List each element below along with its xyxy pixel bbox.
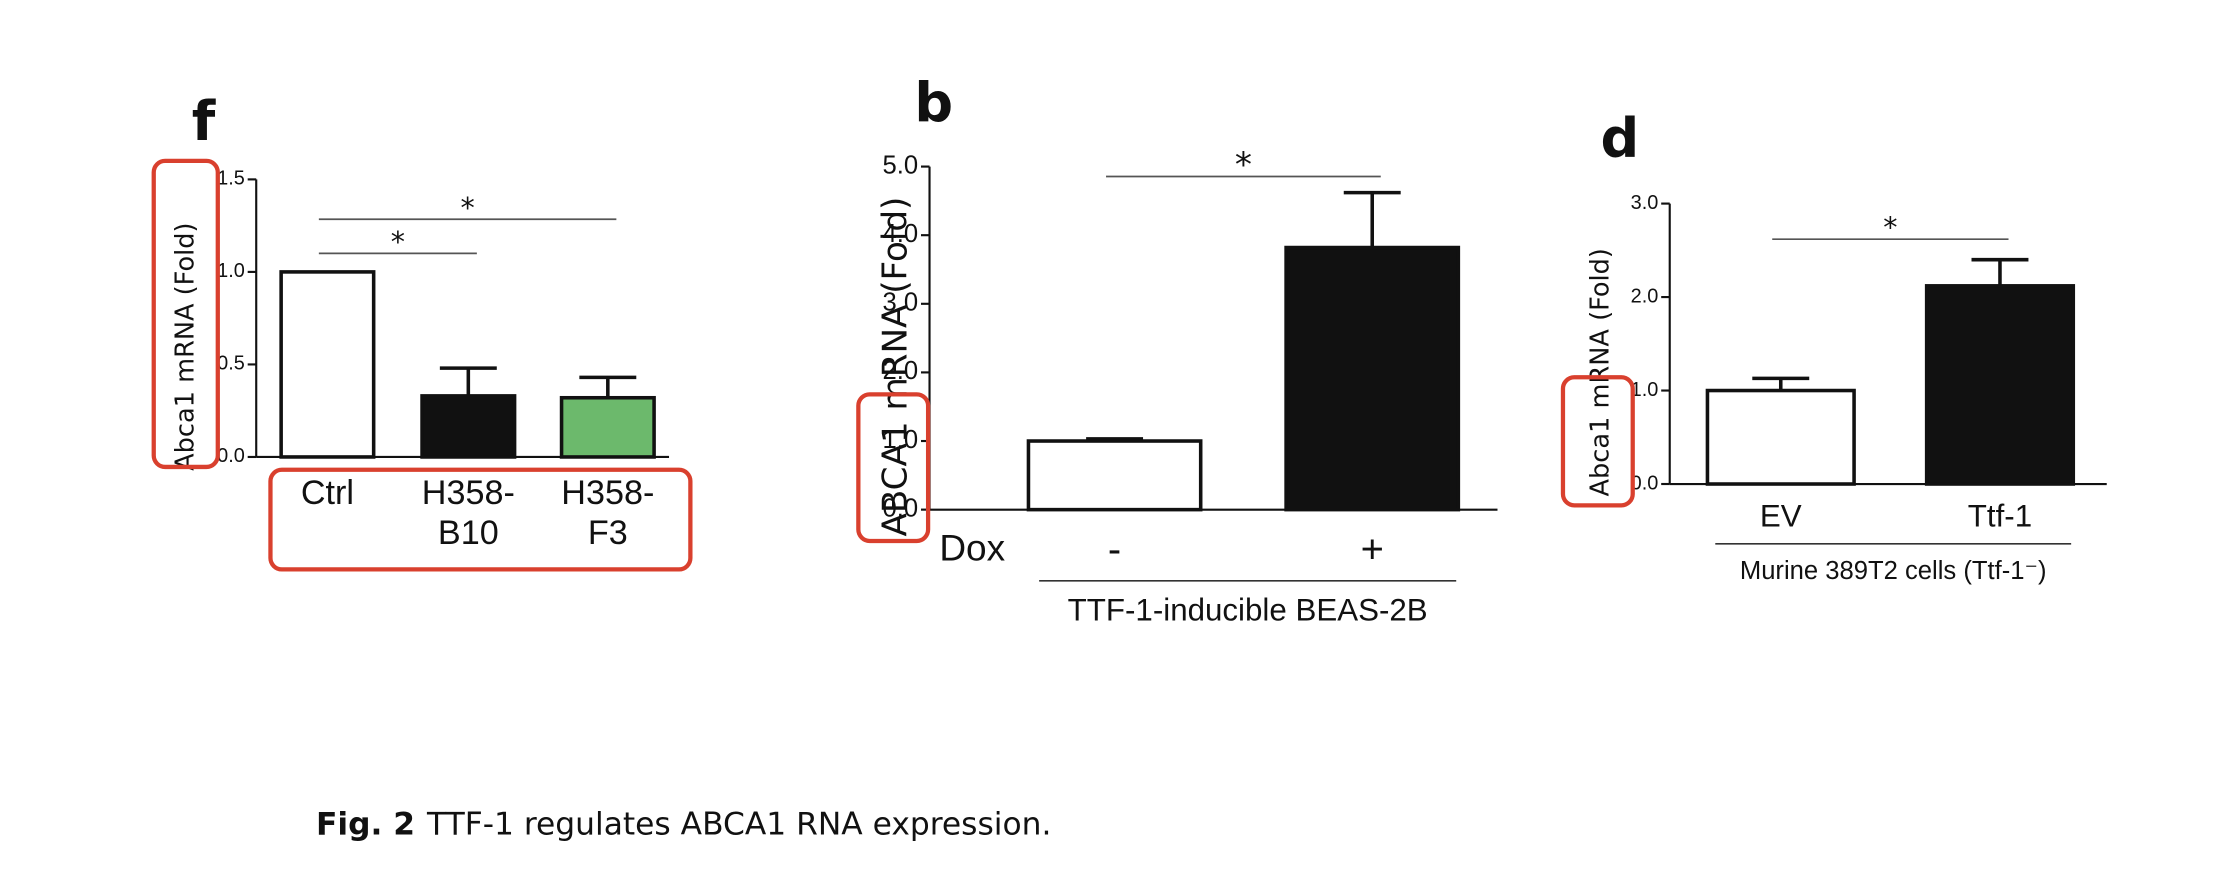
x-tick-label-box: Ctrl: [300, 474, 354, 513]
y-tick-label: 3.0: [883, 289, 919, 317]
highlight-box: [856, 392, 931, 544]
x-tick-label: Ttf-1: [1967, 498, 2033, 534]
x-tick-label: EV: [1759, 498, 1802, 534]
y-tick-label: 2.0: [1631, 285, 1659, 307]
y-axis-label: ABCA1 mRNA (Fold): [875, 197, 915, 537]
bar: [1284, 245, 1461, 512]
x-tick-label-box: Ttf-1: [1967, 498, 2033, 534]
significance-label: *: [1235, 145, 1252, 185]
x-tick-label: Ctrl: [300, 474, 354, 513]
y-tick-label: 1.0: [1631, 379, 1659, 401]
x-row-label: Dox: [939, 527, 1005, 569]
x-tick-label: H358- F3: [561, 474, 655, 552]
y-tick-label: 5.0: [883, 151, 919, 179]
y-tick-label: 1.0: [883, 426, 919, 454]
panel-label: d: [1601, 107, 1640, 170]
y-tick-label: 1.5: [217, 168, 245, 190]
x-tick-label-box: -: [1107, 526, 1122, 571]
highlight-box: [268, 467, 693, 572]
panel-label: f: [192, 90, 216, 153]
significance-label: *: [391, 225, 405, 258]
highlight-box: [151, 158, 220, 470]
y-axis-label: Abca1 mRNA (Fold): [170, 222, 200, 470]
x-tick-label: +: [1360, 526, 1384, 571]
bar: [559, 395, 656, 459]
x-tick-label: -: [1107, 526, 1122, 571]
bar: [420, 394, 517, 459]
x-axis-label: TTF-1-inducible BEAS-2B: [1068, 592, 1428, 627]
y-tick-label: 1.0: [217, 260, 245, 282]
x-tick-label-box: EV: [1759, 498, 1802, 534]
significance-label: *: [460, 191, 474, 224]
highlight-box: [1560, 375, 1635, 508]
x-tick-label-box: +: [1360, 526, 1384, 571]
y-tick-label: 3.0: [1631, 192, 1659, 214]
x-tick-label-box: H358- B10: [421, 474, 515, 552]
bar: [1705, 388, 1856, 486]
bar: [1026, 439, 1203, 512]
y-tick-label: 4.0: [883, 220, 919, 248]
y-tick-label: 0.0: [217, 445, 245, 467]
y-tick-label: 0.5: [217, 353, 245, 375]
y-tick-label: 2.0: [883, 357, 919, 385]
x-axis-label: Murine 389T2 cells (Ttf-1⁻): [1740, 557, 2047, 585]
panel-label: b: [914, 71, 953, 134]
significance-label: *: [1883, 211, 1897, 244]
caption-text: TTF-1 regulates ABCA1 RNA expression.: [426, 807, 1051, 843]
x-tick-label-box: H358- F3: [561, 474, 655, 552]
y-tick-label: 0.0: [1631, 472, 1659, 494]
y-axis-label: Abca1 mRNA (Fold): [1585, 248, 1615, 496]
bar: [279, 270, 376, 459]
y-tick-label: 0.0: [883, 494, 919, 522]
bar: [1924, 284, 2076, 486]
caption-label: Fig. 2: [316, 807, 415, 843]
x-tick-label: H358- B10: [421, 474, 515, 552]
